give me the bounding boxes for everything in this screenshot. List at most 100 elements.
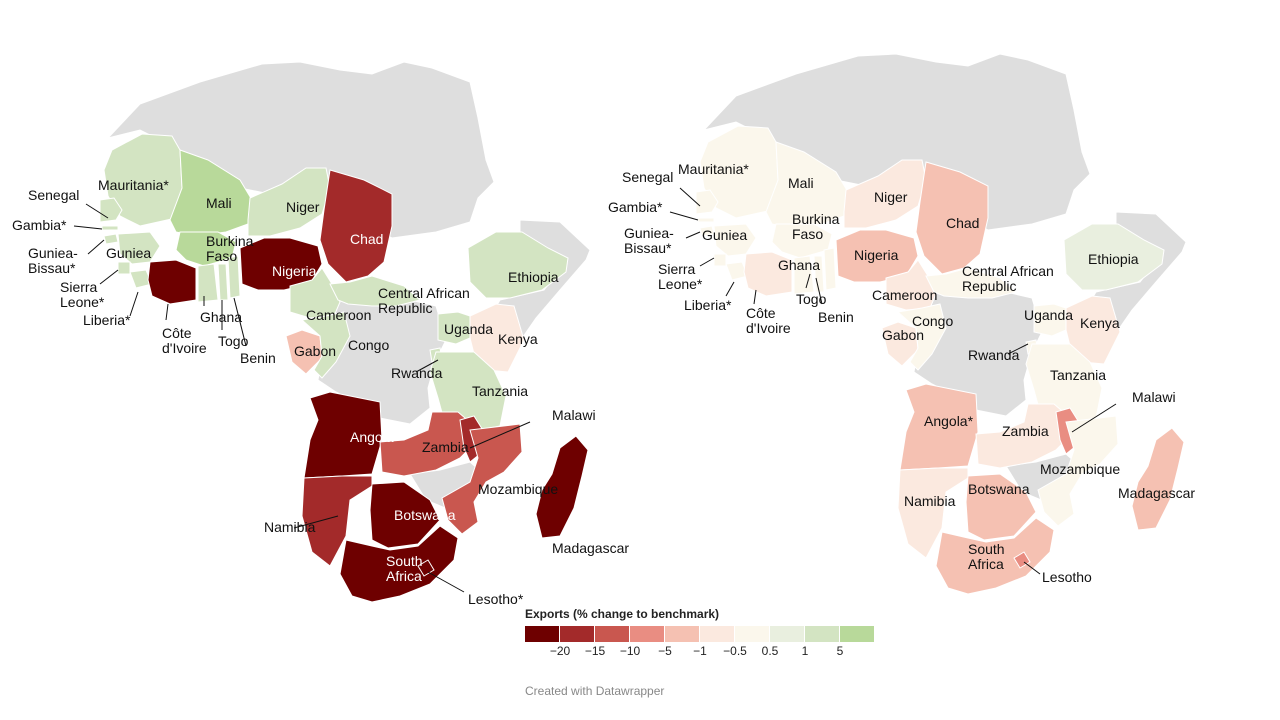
country-togo[interactable]: [813, 255, 825, 293]
country-car[interactable]: [329, 275, 422, 307]
country-ethiopia[interactable]: [1063, 223, 1165, 291]
country-sierra-leone[interactable]: [713, 253, 727, 267]
country-togo[interactable]: [217, 263, 229, 301]
country-benin[interactable]: [227, 255, 241, 299]
country-ghana[interactable]: [197, 263, 219, 303]
country-kenya[interactable]: [469, 303, 525, 373]
leader-line: [469, 421, 531, 449]
leader-line: [427, 571, 465, 593]
legend-tick-label: 5: [837, 644, 844, 658]
country-nigeria[interactable]: [835, 229, 919, 283]
country-congo[interactable]: [896, 303, 947, 371]
country-mozambique[interactable]: [441, 423, 523, 535]
leader-line: [165, 303, 169, 321]
country-label-south-africa: South Africa: [386, 553, 423, 584]
legend: Exports (% change to benchmark) −20 −15 −1…: [525, 607, 874, 658]
legend-swatch: [630, 626, 664, 642]
country-label-cameroon: Cameroon: [872, 287, 937, 303]
country-label-mozambique: Mozambique: [478, 481, 558, 497]
country-madagascar[interactable]: [1131, 427, 1185, 531]
country-label-south-africa: South Africa: [968, 541, 1005, 572]
country-label-cameroon: Cameroon: [306, 307, 371, 323]
country-guinea-bissau[interactable]: [103, 233, 119, 245]
country-namibia[interactable]: [301, 475, 373, 567]
country-congo[interactable]: [300, 311, 351, 379]
country-label-senegal: Senegal: [28, 187, 79, 203]
country-label-guinea-bissau: Guniea-Bissau*: [28, 245, 78, 276]
country-botswana[interactable]: [965, 473, 1037, 541]
country-label-uganda: Uganda: [1024, 307, 1073, 323]
country-mozambique[interactable]: [1037, 415, 1119, 527]
map-left: Mauritania* Mali Niger Chad Senegal Gambia* Gu…: [12, 61, 629, 607]
country-label-tanzania: Tanzania: [1050, 367, 1106, 383]
country-label-congo: Congo: [348, 337, 389, 353]
country-label-cote-divoire: Côte d'Ivoire: [746, 305, 791, 336]
leader-line: [1071, 403, 1117, 433]
country-madagascar[interactable]: [535, 435, 589, 539]
legend-tick-label: −20: [550, 644, 571, 658]
country-niger[interactable]: [247, 167, 331, 237]
country-guinea-bissau[interactable]: [699, 225, 715, 237]
country-car[interactable]: [925, 267, 1018, 299]
country-namibia[interactable]: [897, 467, 969, 559]
country-south-africa[interactable]: [339, 525, 459, 603]
leader-line: [805, 273, 811, 289]
country-angola[interactable]: [303, 391, 383, 479]
country-label-namibia: Namibia: [904, 493, 956, 509]
country-botswana[interactable]: [369, 481, 441, 549]
country-mali[interactable]: [169, 149, 253, 237]
country-labels: Mauritania* Mali Niger Chad Senegal Gambia* Gu…: [12, 177, 629, 607]
leader-line: [699, 257, 715, 267]
country-gambia[interactable]: [101, 225, 119, 231]
country-label-lesotho: Lesotho: [1042, 569, 1092, 585]
country-senegal[interactable]: [695, 189, 719, 215]
country-label-benin: Benin: [240, 350, 276, 366]
country-lesotho[interactable]: [417, 559, 435, 577]
country-sierra-leone[interactable]: [117, 261, 131, 275]
country-burkina-faso[interactable]: [175, 231, 237, 267]
country-label-gabon: Gabon: [294, 343, 336, 359]
country-chad[interactable]: [915, 161, 989, 275]
leader-line: [679, 187, 701, 207]
country-angola[interactable]: [899, 383, 979, 471]
country-label-togo: Togo: [796, 291, 827, 307]
legend-swatch: [840, 626, 874, 642]
country-label-niger: Niger: [286, 199, 320, 215]
country-mali[interactable]: [765, 141, 849, 229]
country-south-africa[interactable]: [935, 517, 1055, 595]
country-benin[interactable]: [823, 247, 837, 291]
country-cote-divoire[interactable]: [147, 259, 197, 305]
country-cameroon[interactable]: [885, 259, 937, 311]
country-label-chad: Chad: [946, 215, 979, 231]
country-gambia[interactable]: [697, 217, 715, 223]
country-label-botswana: Botswana: [394, 507, 456, 523]
country-niger[interactable]: [843, 159, 927, 229]
country-label-togo: Togo: [218, 333, 249, 349]
legend-tick-label: −1: [693, 644, 707, 658]
country-cote-divoire[interactable]: [743, 251, 793, 297]
map-right: Mauritania* Mali Niger Chad Senegal Gambia* Gu…: [608, 53, 1195, 595]
country-label-lesotho: Lesotho*: [468, 591, 524, 607]
country-label-tanzania: Tanzania: [472, 383, 528, 399]
country-label-kenya: Kenya: [1080, 315, 1120, 331]
country-chad[interactable]: [319, 169, 393, 283]
leader-line: [415, 359, 439, 373]
legend-swatch: [665, 626, 699, 642]
legend-swatch: [805, 626, 839, 642]
country-nigeria[interactable]: [239, 237, 323, 291]
country-label-mali: Mali: [788, 175, 814, 191]
country-kenya[interactable]: [1065, 295, 1121, 365]
country-ghana[interactable]: [793, 255, 815, 295]
country-burkina-faso[interactable]: [771, 223, 833, 259]
country-ethiopia[interactable]: [467, 231, 569, 299]
leader-line: [73, 225, 103, 230]
country-label-benin: Benin: [818, 309, 854, 325]
country-label-zambia: Zambia: [422, 439, 469, 455]
legend-swatch: [700, 626, 734, 642]
country-label-ethiopia: Ethiopia: [1088, 251, 1139, 267]
country-label-mauritania: Mauritania*: [98, 177, 169, 193]
legend-swatch: [560, 626, 594, 642]
legend-title: Exports (% change to benchmark): [525, 607, 719, 621]
country-cameroon[interactable]: [289, 267, 341, 319]
